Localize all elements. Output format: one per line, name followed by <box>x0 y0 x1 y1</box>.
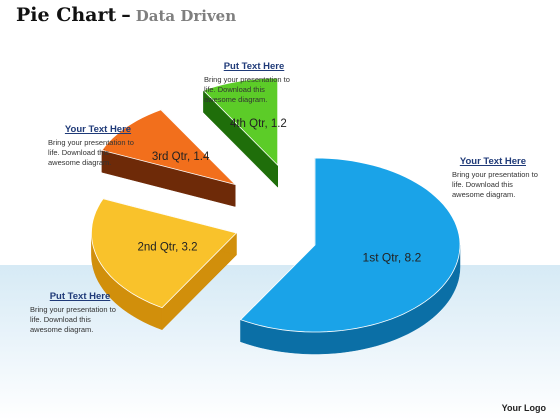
slice-top-face <box>202 77 279 167</box>
callout-line: Bring your presentation to <box>48 138 134 147</box>
callout-line: life. Download this <box>30 315 91 324</box>
callout-line: awesome diagram. <box>204 95 268 104</box>
callout-body: Bring your presentation to life. Downloa… <box>452 170 552 200</box>
slice-top-face <box>101 109 237 186</box>
callout-line: life. Download this <box>204 85 265 94</box>
callout-line: awesome diagram. <box>30 325 94 334</box>
slice-label: 3rd Qtr, 1.4 <box>152 151 210 163</box>
callout-line: Bring your presentation to <box>204 75 290 84</box>
slice-label: 2nd Qtr, 3.2 <box>137 241 197 253</box>
pie-slice-3: 3rd Qtr, 1.4 <box>101 109 237 208</box>
callout-heading: Your Text Here <box>64 124 132 135</box>
callout-line: life. Download this <box>48 148 109 157</box>
slice-top-face <box>90 198 238 309</box>
callout-heading: Put Text Here <box>223 61 285 72</box>
title-main: Pie Chart <box>16 4 117 26</box>
callout-heading: Your Text Here <box>459 156 526 167</box>
callout-heading: Put Text Here <box>49 291 111 302</box>
callout-body: Bring your presentation to life. Downloa… <box>30 305 130 335</box>
callout-right: Your Text Here Bring your presentation t… <box>452 156 552 200</box>
callout-line: awesome diagram. <box>48 158 112 167</box>
callout-top-left: Your Text Here Bring your presentation t… <box>48 124 148 168</box>
callout-body: Bring your presentation to life. Downloa… <box>204 75 304 105</box>
slice-top-face <box>239 157 461 333</box>
callout-line: awesome diagram. <box>452 190 516 199</box>
page-title: Pie Chart – Data Driven <box>16 4 236 26</box>
callout-top-center: Put Text Here Bring your presentation to… <box>204 61 304 105</box>
callout-line: Bring your presentation to <box>30 305 116 314</box>
slice-label: 4th Qtr, 1.2 <box>230 118 287 130</box>
title-dash: – <box>121 4 131 26</box>
pie-slice-4: 4th Qtr, 1.2 <box>202 77 287 188</box>
pie-slice-2: 2nd Qtr, 3.2 <box>90 198 238 331</box>
callout-line: life. Download this <box>452 180 513 189</box>
callout-bottom-left: Put Text Here Bring your presentation to… <box>30 291 130 335</box>
logo-text: Your Logo <box>501 403 546 413</box>
pie-slice-1: 1st Qtr, 8.2 <box>239 157 461 355</box>
callout-body: Bring your presentation to life. Downloa… <box>48 138 148 168</box>
title-subtitle: Data Driven <box>135 7 237 25</box>
slice-label: 1st Qtr, 8.2 <box>363 251 422 265</box>
callout-line: Bring your presentation to <box>452 170 538 179</box>
